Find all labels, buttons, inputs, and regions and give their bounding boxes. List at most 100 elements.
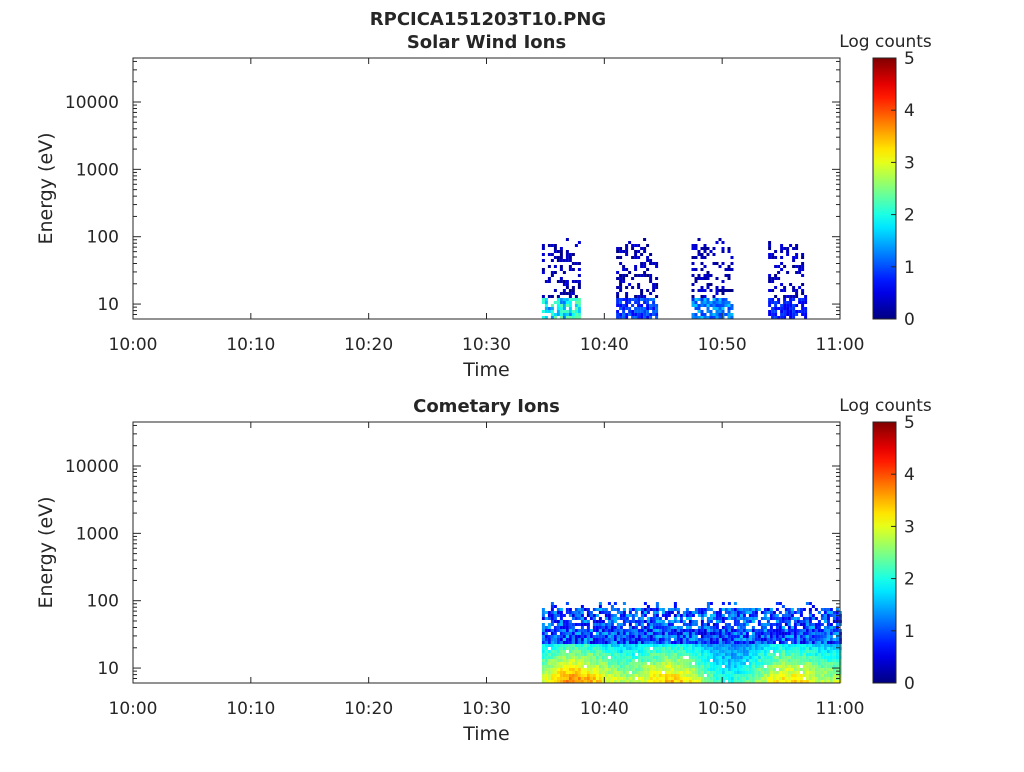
spectrogram-cell (760, 650, 764, 653)
spectrogram-cell (805, 659, 809, 662)
spectrogram-cell (829, 656, 833, 659)
spectrogram-cell (586, 644, 590, 647)
spectrogram-cell (721, 241, 725, 244)
spectrogram-cell (589, 668, 593, 671)
spectrogram-cell (559, 623, 563, 626)
spectrogram-cell (721, 289, 725, 292)
spectrogram-cell (628, 241, 632, 244)
spectrogram-cell (700, 614, 704, 617)
spectrogram-cell (598, 644, 602, 647)
spectrogram-cell (568, 626, 572, 629)
spectrogram-cell (541, 247, 545, 250)
spectrogram-cell (820, 638, 824, 641)
spectrogram-cell (646, 635, 650, 638)
spectrogram-cell (682, 638, 686, 641)
spectrogram-cell (616, 310, 620, 313)
spectrogram-cell (550, 271, 554, 274)
spectrogram-cell (679, 641, 683, 644)
spectrogram-cell (628, 611, 632, 614)
spectrogram-cell (811, 635, 815, 638)
spectrogram-cell (706, 632, 710, 635)
spectrogram-cell (637, 662, 641, 665)
spectrogram-cell (592, 674, 596, 677)
spectrogram-cell (727, 602, 731, 605)
spectrogram-cell (634, 644, 638, 647)
spectrogram-cell (544, 677, 548, 680)
spectrogram-cell (622, 614, 626, 617)
spectrogram-cell (577, 274, 581, 277)
spectrogram-cell (637, 638, 641, 641)
spectrogram-cell (673, 665, 677, 668)
spectrogram-cell (691, 632, 695, 635)
spectrogram-cell (619, 286, 623, 289)
spectrogram-cell (798, 268, 802, 271)
spectrogram-cell (703, 265, 707, 268)
spectrogram-cell (802, 644, 806, 647)
spectrogram-cell (544, 635, 548, 638)
spectrogram-cell (703, 650, 707, 653)
spectrogram-cell (790, 614, 794, 617)
spectrogram-cell (631, 620, 635, 623)
spectrogram-cell (643, 641, 647, 644)
spectrogram-cell (646, 617, 650, 620)
spectrogram-cell (556, 310, 560, 313)
spectrogram-cell (745, 653, 749, 656)
spectrogram-cell (778, 620, 782, 623)
spectrogram-cell (706, 286, 710, 289)
spectrogram-cell (559, 626, 563, 629)
spectrogram-cell (544, 671, 548, 674)
spectrogram-cell (562, 283, 566, 286)
spectrogram-cell (661, 650, 665, 653)
spectrogram-cell (652, 638, 656, 641)
spectrogram-cell (706, 298, 710, 301)
spectrogram-cell (619, 614, 623, 617)
spectrogram-cell (550, 617, 554, 620)
spectrogram-cell (745, 638, 749, 641)
spectrogram-cell (607, 647, 611, 650)
spectrogram-cell (598, 668, 602, 671)
spectrogram-cell (703, 256, 707, 259)
spectrogram-cell (571, 668, 575, 671)
spectrogram-cell (613, 620, 617, 623)
spectrogram-cell (541, 644, 545, 647)
spectrogram-cell (775, 608, 779, 611)
spectrogram-cell (730, 671, 734, 674)
spectrogram-cell (550, 313, 554, 316)
spectrogram-cell (792, 298, 796, 301)
spectrogram-cell (655, 659, 659, 662)
spectrogram-cell (766, 680, 770, 683)
spectrogram-cell (685, 650, 689, 653)
spectrogram-cell (598, 650, 602, 653)
spectrogram-cell (697, 656, 701, 659)
spectrogram-cell (619, 301, 623, 304)
spectrogram-cell (550, 620, 554, 623)
spectrogram-cell (739, 674, 743, 677)
spectrogram-cell (604, 653, 608, 656)
spectrogram-cell (637, 274, 641, 277)
spectrogram-cell (730, 262, 734, 265)
spectrogram-cell (820, 623, 824, 626)
spectrogram-cell (616, 632, 620, 635)
spectrogram-cell (802, 662, 806, 665)
spectrogram-cell (676, 644, 680, 647)
spectrogram-cell (631, 608, 635, 611)
spectrogram-cell (544, 641, 548, 644)
spectrogram-cell (625, 659, 629, 662)
spectrogram-cell (793, 653, 797, 656)
spectrogram-cell (748, 608, 752, 611)
spectrogram-cell (742, 629, 746, 632)
spectrogram-cell (622, 611, 626, 614)
spectrogram-cell (655, 617, 659, 620)
spectrogram-cell (835, 647, 839, 650)
spectrogram-cell (661, 629, 665, 632)
spectrogram-cell (783, 301, 787, 304)
spectrogram-cell (700, 262, 704, 265)
spectrogram-cell (652, 301, 656, 304)
spectrogram-cell (823, 608, 827, 611)
spectrogram-cell (724, 674, 728, 677)
spectrogram-cell (565, 253, 569, 256)
spectrogram-cell (784, 656, 788, 659)
spectrogram-cell (595, 629, 599, 632)
spectrogram-cell (763, 662, 767, 665)
spectrogram-cell (682, 620, 686, 623)
